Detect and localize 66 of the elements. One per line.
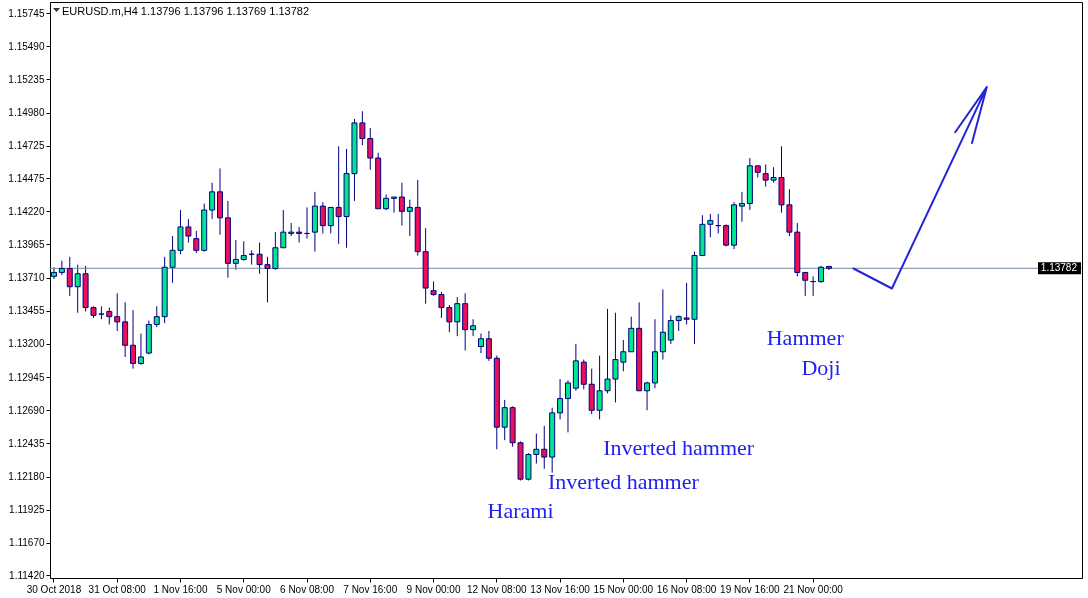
x-tick-label: 1 Nov 16:00 [153,583,208,595]
y-tick-label: 1.13200 [8,338,45,350]
candlestick [240,240,247,262]
candlestick [296,226,303,244]
y-tick-label: 1.12180 [8,471,45,483]
y-tick-label: 1.15490 [8,40,45,52]
annotation: Harami [487,497,554,523]
annotation: Doji [801,354,841,380]
candlestick [659,288,666,361]
y-tick-label: 1.14725 [8,140,45,152]
x-tick-label: 30 Oct 2018 [26,583,82,595]
candlestick [391,196,397,214]
y-tick-label: 1.11925 [9,504,45,516]
candlestick [137,333,144,366]
candlestick [232,239,239,271]
y-tick-label: 1.15745 [8,7,45,19]
candlestick [628,316,635,353]
x-tick-label: 12 Nov 08:00 [467,583,527,595]
x-tick-label: 13 Nov 16:00 [530,583,591,595]
candlestick [580,359,587,390]
chart-title: EURUSD.m,H4 1.13796 1.13796 1.13769 1.13782 [62,5,310,17]
x-tick-label: 16 Nov 08:00 [656,583,717,595]
y-tick-label: 1.14980 [8,107,45,119]
y-tick-label: 1.13710 [8,272,45,284]
y-tick-label: 1.15235 [8,73,45,85]
x-tick-label: 31 Oct 08:00 [88,583,147,595]
candlestick [564,379,571,433]
candlestick [58,260,65,276]
candlestick [398,182,405,227]
y-tick-label: 1.14220 [8,205,45,217]
candlestick [193,230,200,254]
candlestick [130,309,137,370]
candlestick [209,182,216,220]
x-tick-label: 21 Nov 00:00 [783,583,844,595]
candlestick [66,256,73,297]
x-tick-label: 5 Nov 00:00 [216,583,272,595]
y-tick-label: 1.13455 [8,305,45,317]
annotation: Inverted hammer [547,468,700,494]
x-tick-label: 15 Nov 00:00 [593,583,654,595]
candlestick [644,381,651,411]
candlestick [738,191,745,223]
candlestick [406,199,413,237]
y-tick-label: 1.11420 [9,569,45,581]
candlestick [667,314,674,345]
candlestick [541,425,548,470]
candlestick [114,292,121,332]
candlestick [319,201,326,234]
annotation: Inverted hammer [603,434,755,460]
x-tick-label: 7 Nov 16:00 [343,583,398,595]
x-tick-label: 19 Nov 16:00 [720,583,781,595]
candlestick [802,271,809,297]
candlestick [122,301,129,358]
candlestick [470,318,477,337]
y-tick-label: 1.12690 [8,404,45,416]
y-tick-label: 1.12945 [8,371,45,383]
x-tick-label: 9 Nov 00:00 [406,583,461,595]
x-tick-label: 6 Nov 08:00 [280,583,335,595]
y-tick-label: 1.12435 [8,437,45,449]
annotation: Hammer [766,324,845,350]
y-tick-label: 1.14475 [8,172,45,184]
y-tick-label: 1.13965 [8,238,45,250]
candlestick [485,330,492,362]
candlestick [153,305,160,328]
y-tick-label: 1.11670 [9,537,45,549]
candlestick [477,333,484,354]
candlestick [557,378,564,420]
